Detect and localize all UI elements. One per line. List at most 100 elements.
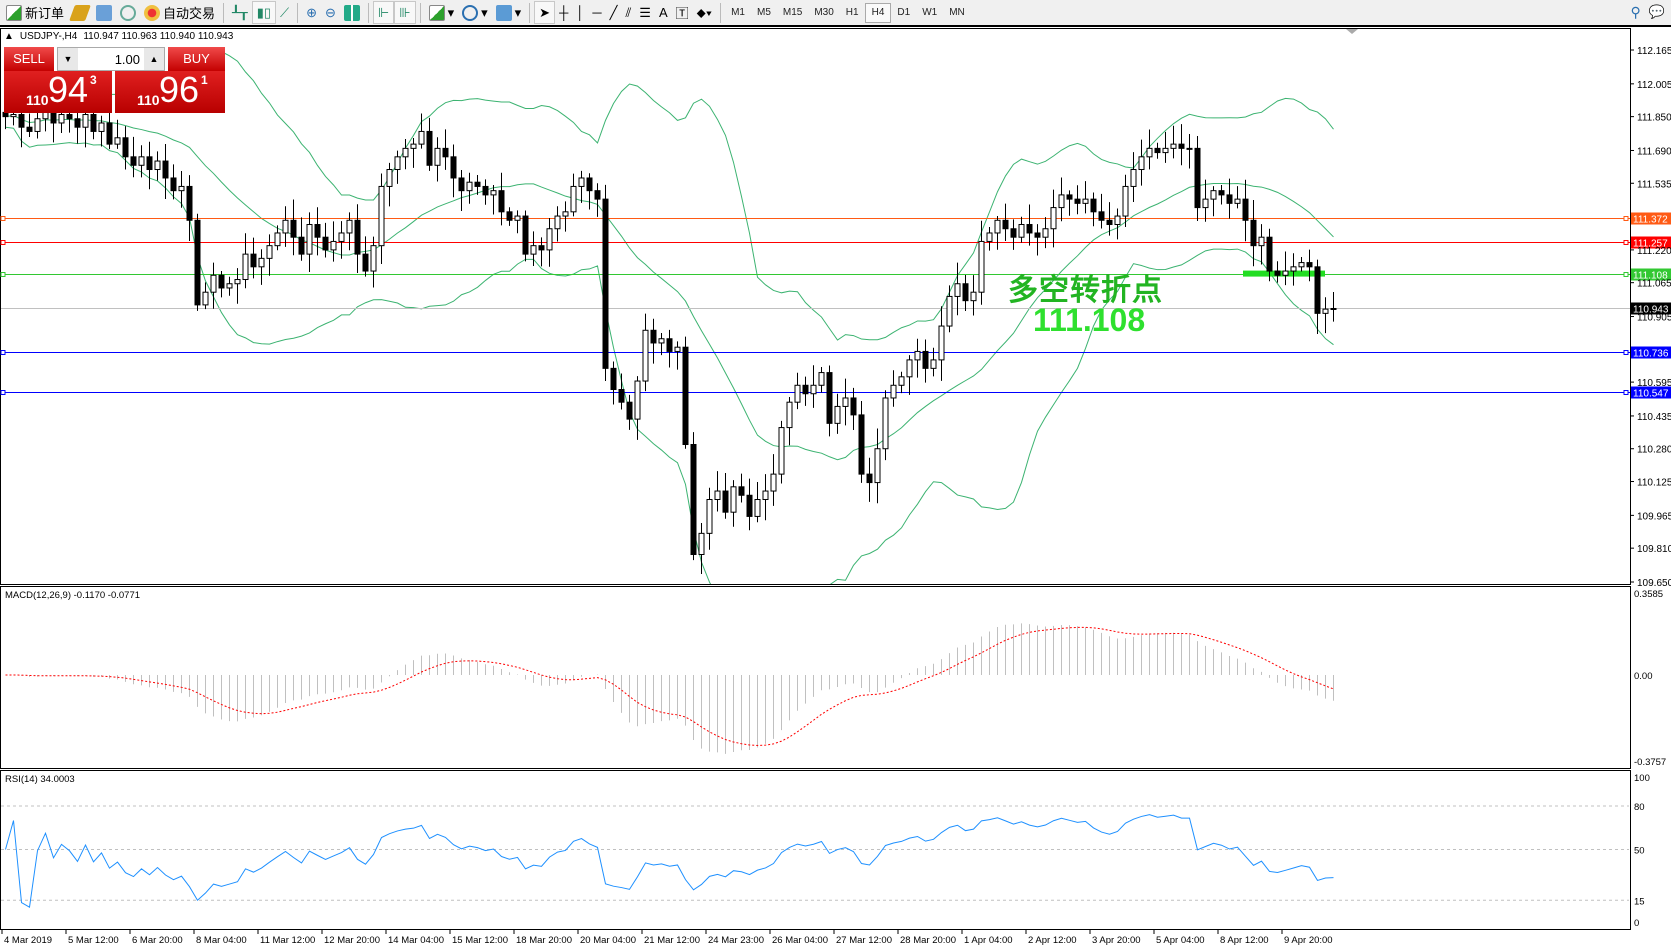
lot-input[interactable]: 1.00 [114,51,140,67]
timeframe-w1[interactable]: W1 [922,7,938,18]
timeframe-m15[interactable]: M15 [782,7,803,18]
candle [762,474,769,521]
candle [1290,253,1297,286]
chart-shift-button[interactable]: ⊪ [394,1,416,24]
candle-bull [202,291,209,306]
candle-bear [66,114,73,120]
tile-windows-button[interactable] [340,1,364,24]
bar-chart-button[interactable]: ┸┰ [228,1,252,24]
templates-button[interactable]: ▾ [492,1,526,24]
time-label: 1 Apr 04:00 [964,935,1013,946]
arrows-button[interactable]: ⬥▾ [693,1,716,24]
price-level-label: 110.547 [1633,389,1669,400]
candle [402,139,409,170]
timeframe-mn[interactable]: MN [949,7,965,18]
auto-scroll-button[interactable]: ⊩ [372,1,395,24]
candle [1130,152,1137,202]
terminal-button[interactable] [92,1,116,24]
candle-bull [1138,156,1145,171]
equidistant-channel-button[interactable]: ⫽ [621,1,635,24]
separator [419,2,421,23]
candle-bull [978,240,985,293]
timeframe-h4[interactable]: H4 [864,2,892,23]
candlestick-button[interactable]: ▮▯ [251,1,276,24]
lot-decrease-button[interactable]: ▼ [58,48,78,70]
timeframe-d1[interactable]: D1 [897,7,911,18]
price-tick-label: 110.435 [1637,412,1671,423]
candle [826,365,833,437]
timeframe-m30[interactable]: M30 [814,7,834,18]
candle [978,220,985,305]
sell-button[interactable]: SELL [4,47,54,71]
timeframe-m1[interactable]: M1 [731,7,745,18]
fibonacci-button[interactable]: ☰ [635,1,655,24]
candle-bear [738,486,745,496]
separator [223,2,225,23]
collapse-arrow-icon[interactable]: ▲ [4,31,14,42]
bollinger-lower [5,126,1334,584]
history-button[interactable] [68,1,92,24]
trendline-button[interactable]: ╱ [606,1,622,24]
candle-bull [530,245,537,255]
candle-bull [754,499,761,517]
chart-header: ▲ USDJPY-,H4 110.947 110.963 110.940 110… [4,31,233,42]
candle [522,210,529,262]
sell-price-prefix: 110 [26,92,49,108]
candle-bear [1090,198,1097,213]
signals-button[interactable] [116,1,140,24]
candle-bull [386,169,393,187]
new-order-button[interactable]: 新订单 [2,1,68,24]
chat-icon[interactable]: 💬 [1648,4,1665,19]
candle [34,108,41,139]
horizontal-line-button[interactable]: ─ [588,1,605,24]
candle-bear [482,185,489,196]
timeframe-h1[interactable]: H1 [845,7,859,18]
candle [938,306,945,381]
text-button[interactable]: A [655,1,672,24]
crosshair-button[interactable]: ┼ [555,1,572,24]
buy-price[interactable]: 110 96 1 [115,69,225,113]
annotation-value[interactable]: 111.108 [1033,302,1146,338]
search-icon[interactable]: ⚲ [1630,4,1641,20]
timeframe-m5[interactable]: M5 [756,7,771,18]
price-tick-label: 109.810 [1637,544,1671,555]
candle [1098,193,1105,229]
candle [1274,261,1281,283]
auto-trading-button[interactable]: 自动交易 [140,1,219,24]
annotation-text[interactable]: 多空转折点 [1008,273,1163,308]
candle-bull [834,405,841,424]
candle-bull [930,359,937,369]
line-chart-button[interactable]: ⟋ [276,1,293,24]
lot-size-field[interactable]: ▼ 1.00 ▲ [57,47,165,71]
time-label: 14 Mar 04:00 [388,935,444,946]
zoom-out-button[interactable]: ⊖ [321,1,340,24]
candle-bull [786,401,793,429]
fibonacci-icon: ☰ [639,4,651,20]
terminal-icon [96,4,113,21]
templates-icon [495,4,512,21]
candle [914,338,921,378]
cursor-button[interactable]: ➤ [534,1,556,24]
vertical-line-button[interactable]: │ [572,1,588,24]
periods-button[interactable]: ▾ [458,1,492,24]
price-tick-label: 110.595 [1637,378,1671,389]
candle [602,184,609,382]
candle [986,226,993,251]
separator [297,2,299,23]
candle-bear [186,185,193,221]
indicators-button[interactable]: ▾ [425,1,459,24]
separator [720,2,722,23]
text-label-button[interactable]: 🅃 [672,1,693,24]
lot-increase-button[interactable]: ▲ [144,48,164,70]
candle-bull [794,384,801,403]
zoom-in-button[interactable]: ⊕ [302,1,321,24]
rsi-tick-label: 80 [1634,802,1645,813]
sell-price[interactable]: 110 94 3 [4,69,112,113]
candle-bull [98,122,105,132]
candle [1170,125,1177,159]
candle [1266,228,1273,282]
candle [562,201,569,232]
candle-bear [1074,198,1081,204]
buy-button[interactable]: BUY [168,47,225,71]
